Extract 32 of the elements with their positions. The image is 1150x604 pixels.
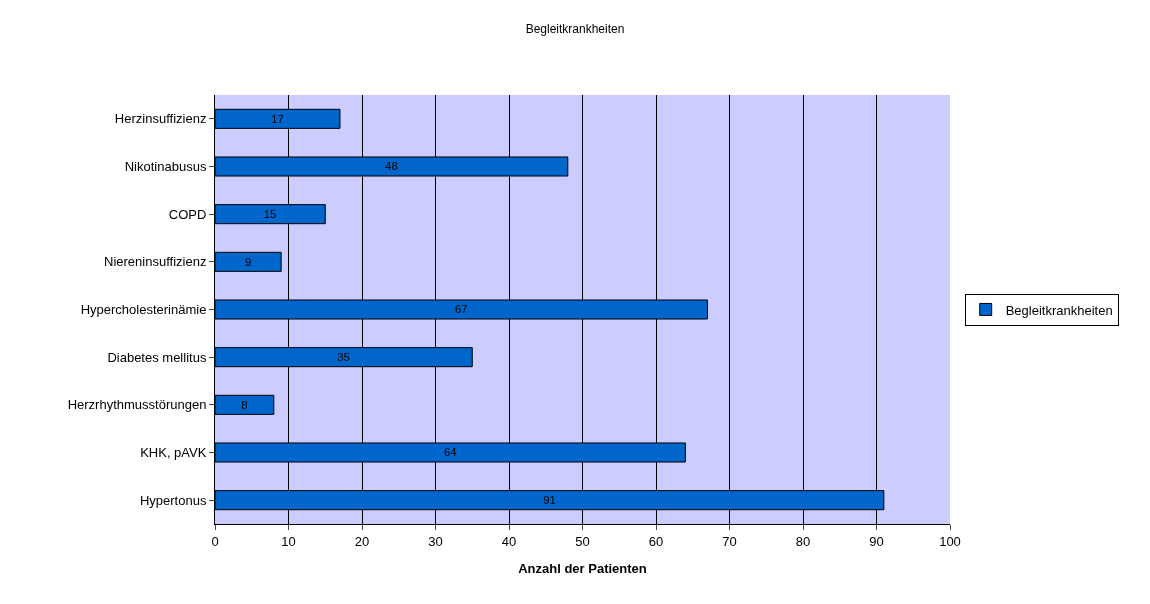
y-tick-label: Hypercholesterinämie: [80, 302, 207, 318]
x-tick-label: 10: [281, 533, 296, 549]
x-tick-label: 100: [939, 533, 961, 549]
data-label: 17: [271, 112, 284, 125]
y-tick-label: Herzinsuffizienz: [114, 111, 207, 127]
x-tick-label: 80: [795, 533, 811, 549]
x-tick-label: 0: [211, 533, 219, 549]
data-label: 91: [543, 494, 556, 507]
data-label: 9: [244, 255, 252, 268]
x-tick-label: 60: [648, 533, 664, 549]
data-label: 35: [337, 351, 350, 364]
data-label: 48: [385, 160, 398, 173]
y-tick-label: Hypertonus: [139, 492, 207, 508]
y-tick-label: COPD: [168, 206, 207, 222]
y-tick-label: Niereninsuffizienz: [104, 254, 207, 270]
y-tick-label: Nikotinabusus: [124, 159, 207, 175]
x-axis-title: Anzahl der Patienten: [518, 561, 647, 576]
data-label: 67: [454, 303, 468, 316]
x-tick-label: 40: [501, 533, 517, 549]
y-tick-label: Herzrhythmusstörungen: [67, 397, 207, 413]
x-tick-label: 20: [354, 533, 370, 549]
data-label: 64: [443, 446, 457, 459]
x-tick-label: 50: [575, 533, 590, 549]
x-tick-label: 30: [428, 533, 443, 549]
y-tick-label: KHK, pAVK: [140, 445, 207, 461]
data-label: 15: [263, 208, 277, 221]
x-tick-label: 90: [869, 533, 884, 549]
x-tick-label: 70: [722, 533, 737, 549]
chart-title: Begleitkrankheiten: [525, 21, 625, 36]
y-tick-label: Diabetes mellitus: [107, 349, 207, 365]
legend-label: Begleitkrankheiten: [1005, 302, 1113, 318]
data-label: 8: [241, 398, 248, 411]
